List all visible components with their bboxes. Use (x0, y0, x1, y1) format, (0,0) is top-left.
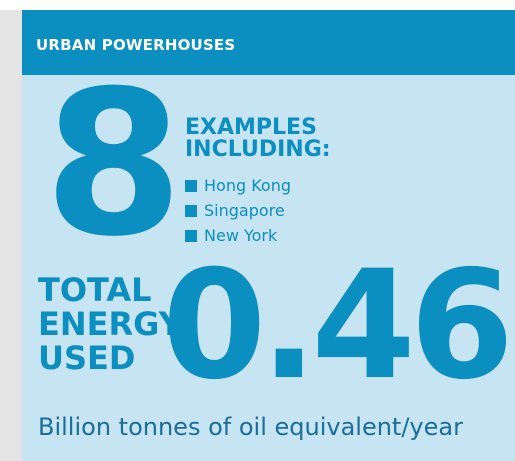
example-item: New York (185, 223, 291, 248)
energy-label: TOTAL ENERGY USED (38, 273, 182, 375)
example-count: 8 (44, 75, 183, 281)
example-item: Singapore (185, 198, 291, 223)
label-line: USED (38, 339, 136, 377)
header: URBAN POWERHOUSES (22, 10, 515, 75)
example-item: Hong Kong (185, 173, 291, 198)
energy-unit: Billion tonnes of oil equivalent/year (38, 413, 463, 441)
heading-line: INCLUDING: (185, 137, 331, 162)
example-text: Singapore (204, 201, 285, 220)
label-line: ENERGY (38, 305, 182, 343)
heading-line: EXAMPLES (185, 115, 317, 140)
top-strip (0, 0, 515, 10)
bullet (185, 180, 197, 192)
examples-list: Hong Kong Singapore New York (185, 173, 291, 248)
bullet (185, 205, 197, 217)
panel: 8 EXAMPLES INCLUDING: Hong Kong Singapor… (22, 75, 515, 461)
energy-value: 0.46 (162, 239, 514, 413)
example-text: New York (204, 226, 278, 245)
label-line: TOTAL (38, 271, 152, 309)
bullet (185, 230, 197, 242)
header-title: URBAN POWERHOUSES (36, 36, 236, 54)
example-text: Hong Kong (204, 176, 291, 195)
examples-heading: EXAMPLES INCLUDING: (185, 117, 331, 161)
